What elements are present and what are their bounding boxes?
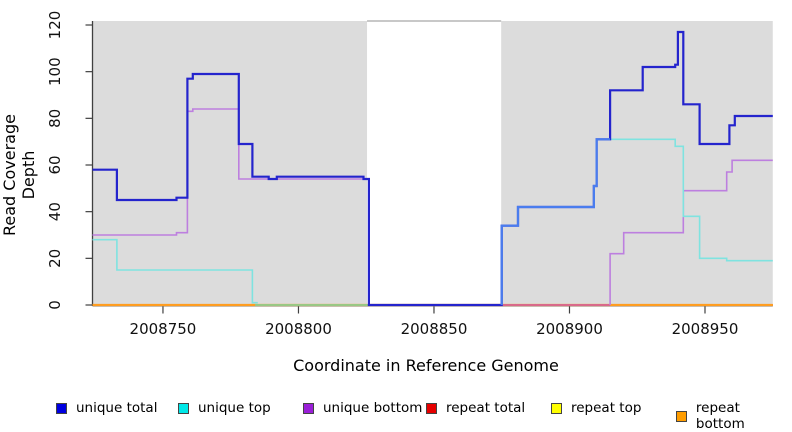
unique-total-swatch-icon <box>56 402 67 414</box>
x-tick-label: 2008750 <box>130 320 197 338</box>
unique-top-swatch-icon <box>178 402 189 414</box>
series-unique-total-top-overlap-line <box>500 138 611 305</box>
series-unique-bottom-line <box>92 108 370 305</box>
unique-bottom-swatch-icon <box>303 402 314 414</box>
legend-item-unique-top: unique top <box>178 400 271 416</box>
y-axis-title: Read Coverage Depth <box>0 114 38 236</box>
y-tick-label: 80 <box>46 109 64 128</box>
y-tick-label: 20 <box>46 249 64 268</box>
legend-item-repeat-top: repeat top <box>551 400 641 416</box>
legend-item-repeat-bottom: repeat bottom <box>676 400 792 432</box>
legend-label: unique bottom <box>323 400 423 416</box>
x-tick-label: 2008850 <box>401 320 468 338</box>
coverage-panel <box>92 21 368 305</box>
legend-item-unique-total: unique total <box>56 400 157 416</box>
legend-item-repeat-total: repeat total <box>426 400 525 416</box>
repeat-top-swatch-icon <box>551 402 562 414</box>
legend-label: unique total <box>76 400 158 416</box>
legend-label: repeat top <box>571 400 642 416</box>
y-tick-label: 120 <box>46 11 64 40</box>
legend-label: repeat total <box>446 400 526 416</box>
x-tick-label: 2008800 <box>265 320 332 338</box>
x-tick-label: 2008900 <box>536 320 603 338</box>
x-axis-title: Coordinate in Reference Genome <box>293 356 559 375</box>
y-tick-label: 0 <box>46 300 64 310</box>
legend: unique total unique top unique bottom re… <box>0 400 792 432</box>
repeat-total-swatch-icon <box>426 402 437 414</box>
y-tick-label: 100 <box>46 57 64 86</box>
repeat-bottom-swatch-icon <box>676 410 687 422</box>
x-tick-label: 2008950 <box>672 320 739 338</box>
legend-item-unique-bottom: unique bottom <box>303 400 422 416</box>
legend-label: unique top <box>198 400 271 416</box>
y-tick-label: 60 <box>46 155 64 174</box>
series-unique-top-line <box>92 238 258 304</box>
y-tick-label: 40 <box>46 202 64 221</box>
legend-label: repeat bottom <box>695 400 745 432</box>
